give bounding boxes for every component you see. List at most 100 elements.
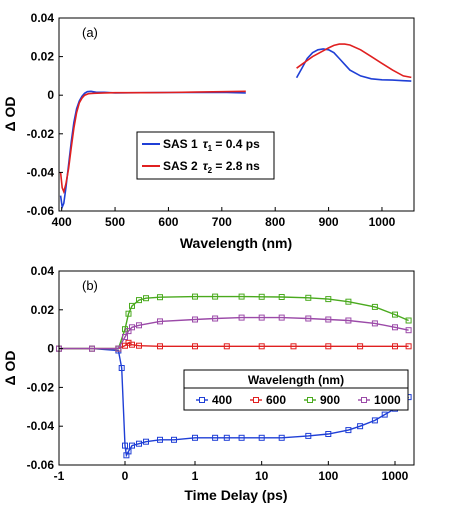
x-tick-label: 500 — [105, 215, 125, 229]
data-point-600 — [325, 343, 332, 350]
data-point-900 — [305, 294, 312, 301]
y-tick-label: 0 — [47, 342, 54, 356]
legend-label-sas2: SAS 2 τ2 = 2.8 ns — [163, 159, 260, 175]
fit-line-600 — [59, 341, 409, 350]
data-point-600 — [129, 341, 135, 348]
data-point-900 — [192, 293, 198, 300]
data-point-1000 — [136, 322, 142, 329]
data-point-900 — [278, 294, 285, 300]
data-point-1000 — [278, 314, 285, 321]
data-point-1000 — [371, 320, 378, 327]
data-point-400 — [357, 423, 364, 430]
legend-label-1000: 1000 — [374, 393, 401, 407]
panel-b-series — [56, 293, 412, 459]
x-tick-label: 700 — [212, 215, 232, 229]
panel-b-ticks: -1 0 1 10 100 1000 -0.06 -0.04 -0.02 0 0.02 0.04 — [27, 264, 409, 483]
x-tick-label: 600 — [158, 215, 178, 229]
legend-marker-1000 — [361, 397, 367, 403]
data-point-900 — [238, 293, 245, 300]
fit-line-1000 — [59, 316, 409, 350]
x-tick-label: 1000 — [369, 215, 396, 229]
data-point-400 — [278, 434, 285, 441]
data-point-400 — [192, 434, 198, 441]
data-point-1000 — [305, 315, 312, 322]
x-tick-label: 0 — [122, 469, 129, 483]
data-point-1000 — [129, 324, 135, 331]
data-point-400 — [125, 448, 132, 455]
panel-b-legend-box — [183, 369, 409, 411]
legend-label-sas1: SAS 1 τ1 = 0.4 ps — [163, 137, 260, 153]
data-point-900 — [392, 311, 398, 318]
data-point-600 — [125, 339, 132, 346]
x-tick-label: 10 — [255, 469, 269, 483]
panel-a-frame — [58, 17, 415, 212]
data-point-900 — [122, 326, 128, 333]
data-point-1000 — [345, 317, 352, 324]
data-point-600 — [258, 343, 265, 350]
data-point-900 — [258, 293, 265, 300]
x-tick-label: 1 — [192, 469, 199, 483]
data-point-1000 — [122, 334, 128, 340]
data-point-400 — [305, 432, 312, 439]
data-point-400 — [238, 434, 245, 441]
y-tick-label: 0.04 — [31, 11, 55, 25]
data-point-400 — [258, 434, 265, 441]
data-point-900 — [129, 302, 135, 309]
data-point-600 — [157, 343, 163, 350]
panel-a: 400 500 600 700 800 900 1000 -0.06 -0.04 -0.02 0 0.… — [2, 11, 415, 251]
data-point-400 — [129, 442, 135, 449]
data-point-600 — [392, 343, 398, 350]
data-point-600 — [136, 342, 142, 349]
data-point-400 — [223, 434, 230, 441]
data-point-400 — [371, 417, 378, 424]
y-tick-label: -0.06 — [27, 204, 55, 218]
panel-b-ylabel: Δ OD — [2, 351, 18, 386]
data-point-400 — [212, 434, 219, 441]
data-point-900 — [405, 317, 412, 324]
data-point-900 — [125, 310, 132, 317]
y-tick-label: -0.04 — [27, 165, 55, 179]
data-point-400 — [381, 411, 388, 418]
panel-a-series — [59, 43, 412, 211]
legend-marker-400 — [199, 397, 205, 403]
y-tick-label: 0.02 — [31, 303, 55, 317]
data-point-900 — [371, 303, 378, 310]
data-point-1000 — [392, 324, 398, 331]
series-line-sas2-seg1 — [296, 43, 412, 79]
data-point-1000 — [89, 345, 95, 352]
y-tick-label: 0.04 — [31, 264, 55, 278]
x-tick-label: 400 — [52, 215, 72, 229]
x-tick-label: 900 — [319, 215, 339, 229]
data-point-900 — [325, 296, 332, 303]
panel-b: -1 0 1 10 100 1000 -0.06 -0.04 -0.02 0 0.02 0.04 (b… — [2, 264, 415, 503]
y-tick-label: 0 — [47, 88, 54, 102]
y-tick-label: -0.02 — [27, 380, 55, 394]
panel-b-legend-title: Wavelength (nm) — [248, 373, 344, 387]
data-point-1000 — [157, 318, 163, 325]
legend-label-400: 400 — [212, 393, 232, 407]
series-line-sas2-seg0 — [59, 90, 246, 195]
x-tick-label: 1000 — [382, 469, 409, 483]
panel-a-legend-box — [136, 131, 275, 180]
panel-a-xlabel: Wavelength (nm) — [180, 235, 292, 251]
data-point-1000 — [325, 316, 332, 323]
data-point-600 — [223, 343, 230, 350]
data-point-600 — [192, 343, 198, 350]
data-point-1000 — [212, 315, 219, 322]
y-tick-label: -0.02 — [27, 127, 55, 141]
x-tick-label: 100 — [318, 469, 338, 483]
x-tick-label: -1 — [54, 469, 65, 483]
y-tick-label: -0.04 — [27, 419, 55, 433]
data-point-1000 — [125, 328, 132, 335]
panel-b-legend-entries: 400 600 900 1000 — [196, 393, 401, 407]
data-point-600 — [290, 343, 297, 350]
data-point-400 — [136, 440, 142, 447]
data-point-1000 — [238, 314, 245, 321]
data-point-900 — [212, 293, 219, 300]
data-point-1000 — [192, 316, 198, 323]
legend-marker-600 — [253, 397, 259, 403]
data-point-400 — [345, 427, 352, 434]
data-point-600 — [357, 343, 364, 350]
x-tick-label: 800 — [265, 215, 285, 229]
